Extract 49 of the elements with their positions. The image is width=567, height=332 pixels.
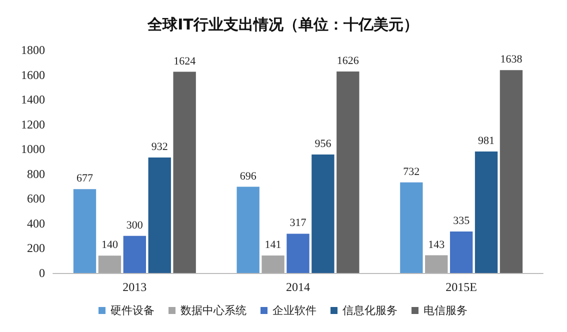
y-tick-label: 1400	[21, 92, 45, 107]
y-tick-label: 1200	[21, 117, 45, 132]
bar	[400, 182, 423, 273]
y-tick-label: 0	[39, 266, 45, 280]
bar	[148, 158, 171, 273]
bar	[450, 231, 473, 273]
x-tick-label: 2015E	[446, 280, 478, 294]
data-label: 143	[428, 238, 446, 251]
bar	[173, 72, 196, 273]
data-label: 1638	[500, 54, 523, 66]
y-tick-label: 600	[27, 192, 45, 206]
bar	[123, 236, 146, 273]
bar	[262, 256, 284, 273]
data-label: 932	[151, 141, 168, 154]
bar	[73, 189, 96, 273]
data-label: 140	[101, 239, 118, 252]
bar	[286, 234, 310, 273]
data-label: 141	[264, 239, 282, 252]
data-label: 981	[478, 134, 495, 147]
bar	[425, 255, 448, 273]
data-label: 696	[240, 170, 257, 182]
data-label: 317	[290, 217, 307, 230]
y-tick-label: 200	[27, 241, 45, 256]
x-tick-label: 2013	[122, 280, 147, 294]
y-tick-label: 800	[27, 166, 45, 181]
x-tick-label: 2014	[286, 280, 310, 294]
data-label: 335	[453, 214, 470, 227]
y-tick-label: 1800	[21, 43, 45, 57]
data-label: 1626	[336, 55, 360, 68]
legend-label: 企业软件	[272, 304, 316, 317]
data-label: 956	[314, 138, 332, 150]
chart-title: 全球IT行业支出情况（单位：十亿美元）	[146, 16, 418, 34]
legend-label: 硬件设备	[110, 304, 154, 317]
y-tick-label: 1600	[21, 68, 45, 82]
bar	[312, 154, 334, 273]
legend-label: 电信服务	[424, 304, 468, 317]
bar	[500, 70, 523, 273]
bar	[98, 256, 122, 273]
bar	[474, 151, 498, 273]
y-tick-label: 400	[27, 216, 45, 230]
data-label: 1624	[174, 55, 196, 68]
y-tick-label: 1000	[21, 142, 45, 156]
legend-label: 数据中心系统	[180, 304, 246, 317]
data-label: 677	[76, 172, 94, 185]
legend-label: 信息化服务	[342, 304, 398, 317]
bar	[236, 186, 260, 273]
bar	[336, 72, 360, 273]
data-label: 300	[126, 219, 144, 232]
data-label: 732	[403, 166, 420, 178]
